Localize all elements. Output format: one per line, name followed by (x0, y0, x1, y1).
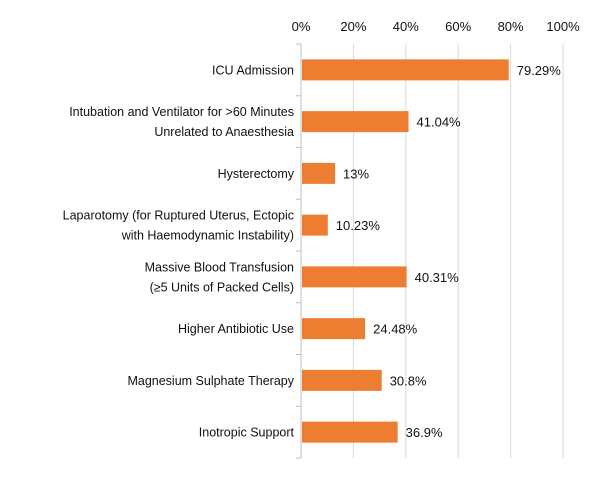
category-label: Magnesium Sulphate Therapy (127, 374, 294, 388)
bars (302, 59, 509, 443)
data-label: 40.31% (415, 270, 460, 285)
category-label: with Haemodynamic Instability) (121, 229, 294, 243)
bar (302, 318, 366, 340)
data-label: 79.29% (517, 63, 562, 78)
x-tick-label: 100% (546, 19, 580, 34)
category-label: Hysterectomy (218, 167, 295, 181)
x-tick-label: 80% (498, 19, 524, 34)
bar (302, 214, 328, 236)
data-label: 36.9% (406, 425, 443, 440)
data-label: 30.8% (390, 373, 427, 388)
category-label: Intubation and Ventilator for >60 Minute… (69, 105, 294, 119)
data-label: 24.48% (373, 322, 418, 337)
category-label: ICU Admission (212, 63, 294, 77)
data-label: 10.23% (336, 218, 381, 233)
category-label: Unrelated to Anaesthesia (154, 125, 294, 139)
category-labels: ICU Admission Intubation and Ventilator f… (63, 63, 295, 439)
category-label: (≥5 Units of Packed Cells) (150, 280, 294, 294)
x-tick-label: 60% (445, 19, 471, 34)
x-tick-label: 20% (340, 19, 366, 34)
bar (302, 266, 407, 288)
data-label: 41.04% (417, 115, 462, 130)
category-label: Inotropic Support (199, 426, 295, 440)
category-label: Laparotomy (for Ruptured Uterus, Ectopic (63, 209, 294, 223)
category-label: Massive Blood Transfusion (145, 260, 294, 274)
data-labels: 79.29% 41.04% 13% 10.23% 40.31% 24.48% 30.8% 36… (336, 63, 561, 440)
bar (302, 369, 382, 391)
data-label: 13% (343, 166, 369, 181)
x-tick-label: 40% (393, 19, 419, 34)
x-tick-label: 0% (292, 19, 311, 34)
bar (302, 162, 336, 184)
bar (302, 59, 509, 81)
x-axis-tick-labels: 0% 20% 40% 60% 80% 100% (292, 19, 580, 34)
gridlines (352, 44, 564, 458)
category-axis (296, 43, 302, 459)
category-label: Higher Antibiotic Use (178, 322, 294, 336)
bar (302, 111, 409, 133)
bar (302, 421, 398, 443)
